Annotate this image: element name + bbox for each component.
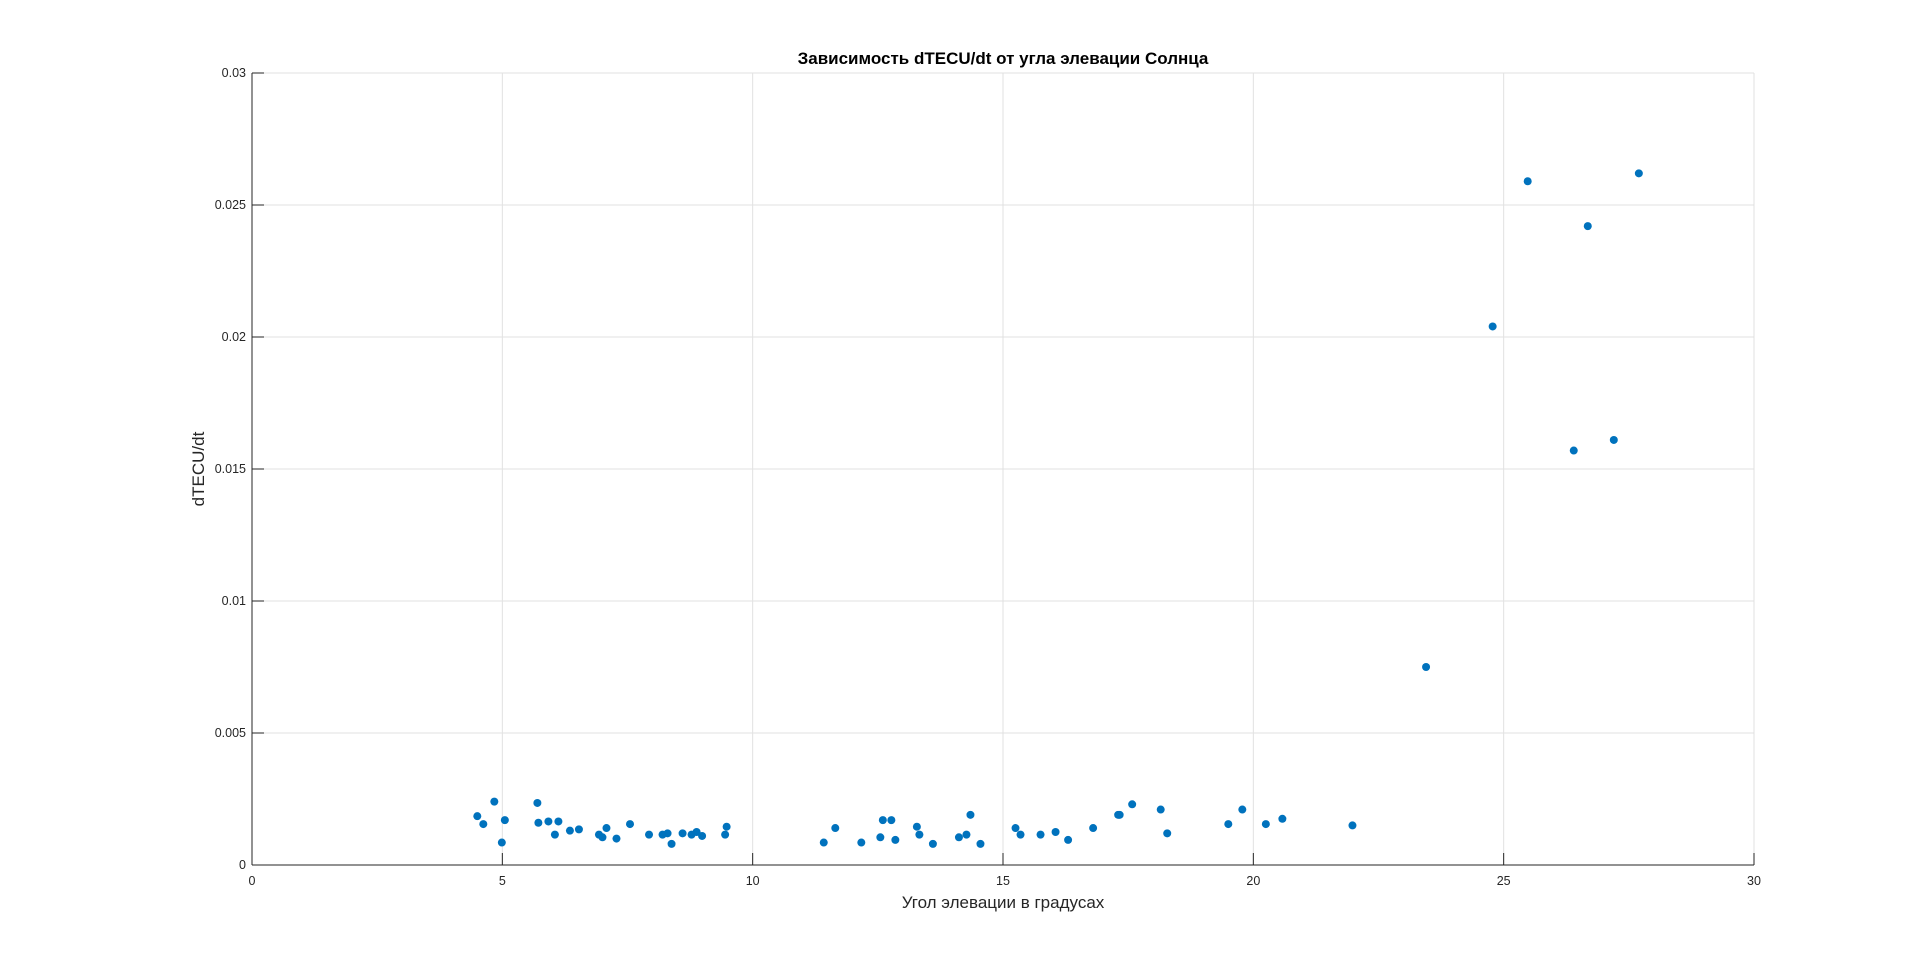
y-tick-label: 0.03 [222,66,246,80]
x-tick-label: 5 [499,874,506,888]
data-point [598,833,607,842]
x-tick-label: 30 [1747,874,1761,888]
x-tick-label: 15 [996,874,1010,888]
data-point [876,833,885,842]
data-point [1011,824,1020,833]
data-point [550,830,559,839]
data-point [1163,829,1172,838]
x-tick-label: 25 [1497,874,1511,888]
x-tick-label: 20 [1246,874,1260,888]
data-point [1488,322,1497,331]
data-point [667,839,676,848]
data-point [473,812,482,821]
data-point [1128,800,1137,809]
data-point [1224,820,1233,829]
data-point [819,838,828,847]
data-point [1238,805,1247,814]
data-point [1278,814,1287,823]
data-point [878,816,887,825]
data-point [1156,805,1165,814]
data-point [698,831,707,840]
data-point [1261,820,1270,829]
data-point [544,817,553,826]
y-tick-label: 0.025 [215,198,246,212]
data-point [1569,446,1578,455]
data-point [887,816,896,825]
y-tick-label: 0 [239,858,246,872]
y-ticks: 0 0.005 0.01 0.015 0.02 0.025 0.03 [215,66,264,872]
data-point [574,825,583,834]
y-tick-label: 0.005 [215,726,246,740]
data-point [1583,222,1592,231]
data-point [966,810,975,819]
data-point [490,797,499,806]
data-point [954,833,963,842]
data-point [692,828,701,836]
data-point [565,826,574,835]
data-points [473,169,1643,848]
data-point [534,818,543,827]
data-point [1016,830,1025,839]
x-ticks: 0 5 10 15 20 25 30 [249,853,1761,888]
data-point [500,816,509,825]
data-point [645,830,654,839]
data-point [1036,830,1045,839]
data-point [928,839,937,848]
y-tick-label: 0.015 [215,462,246,476]
y-tick-label: 0.01 [222,594,246,608]
data-point [602,824,611,833]
data-point [1064,835,1073,844]
data-point [857,838,866,847]
y-grid-lines [252,72,1754,734]
data-point [1089,824,1098,833]
x-axis-label: Угол элевации в градусах [902,893,1105,912]
data-point [1422,663,1431,671]
data-point [533,798,542,807]
data-point [626,820,635,829]
data-point [1634,169,1643,178]
data-point [1348,821,1357,830]
data-point [1051,828,1060,836]
data-point [1609,435,1618,444]
data-point [479,820,488,829]
data-point [831,824,840,833]
data-point [1523,177,1532,186]
y-axis-label: dTECU/dt [189,431,208,506]
data-point [891,835,900,844]
data-point [554,817,563,826]
data-point [722,822,731,831]
y-tick-label: 0.02 [222,330,246,344]
data-point [962,830,971,839]
data-point [612,834,621,843]
data-point [912,822,921,831]
data-point [1115,810,1124,819]
data-point [976,839,985,848]
x-tick-label: 10 [746,874,760,888]
chart-title: Зависимость dTECU/dt от угла элевации Со… [798,49,1209,68]
data-point [663,829,672,838]
data-point [497,838,506,847]
data-point [721,830,730,839]
data-point [915,830,924,839]
x-tick-label: 0 [249,874,256,888]
data-point [678,829,687,838]
